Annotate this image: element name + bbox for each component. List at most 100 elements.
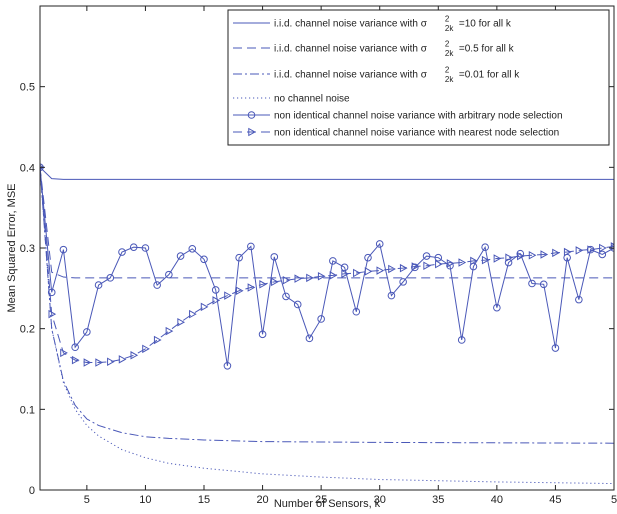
y-tick-label: 0.1 [20,404,35,416]
legend-item-4: no channel noise [233,94,350,105]
series-5-point [293,300,302,309]
plot-series [40,163,614,485]
series-6-point [399,263,408,273]
legend-item-1: i.i.d. channel noise variance with σ 22k =… [233,15,512,33]
legend-item-2: i.i.d. channel noise variance with σ 22k =… [233,40,515,58]
axis-ticks: 5 10 15 20 25 30 35 40 45 500.10.20.30.40.5 [20,6,617,506]
series-6-point [446,259,455,268]
series-6-point [317,271,326,281]
series-5-point [83,328,91,336]
series-5-point [94,281,103,289]
series-5-point [551,344,560,352]
series-5-point [434,253,443,262]
series-6-point [282,276,291,285]
series-6-point [153,335,162,345]
series-5-point [493,303,501,312]
series-6-point [130,351,139,360]
series-6-point [528,251,537,260]
y-axis-label: Mean Squared Error, MSE [6,183,18,312]
legend-label: non identical channel noise variance wit… [274,128,559,139]
legend-sub: 2k [445,24,454,33]
legend-label-tail: =0.5 for all k [459,44,515,55]
series-6-point [294,274,303,283]
legend-item-6: non identical channel noise variance wit… [233,128,559,139]
legend-label: i.i.d. channel noise variance with σ [274,19,428,30]
series-6-point [60,348,68,358]
series-6-point [493,254,502,263]
series-6-point [411,262,420,271]
series-6-point [517,251,525,261]
legend-label: non identical channel noise variance wit… [274,111,563,122]
series-6 [40,164,614,367]
x-tick-label: 45 [549,494,561,506]
y-tick-label: 0.2 [20,324,35,336]
series-5-point [258,330,267,339]
series-5-point [282,292,290,301]
series-5-point [47,288,56,297]
series-6-point [48,309,57,319]
series-5-point [375,240,384,248]
series-6-point [259,280,268,289]
series-6-point [71,355,80,365]
series-6-point [95,358,104,367]
series-5-point [329,257,337,265]
series-6-point [458,258,467,267]
y-tick-label: 0.5 [20,82,35,94]
series-6-point [271,277,279,287]
legend: i.i.d. channel noise variance with σ 22k =… [227,9,610,146]
x-tick-label: 20 [256,494,268,506]
series-5-point [141,244,150,252]
series-5-point [153,281,161,289]
series-6-point [83,358,92,367]
legend-label: i.i.d. channel noise variance with σ [274,70,428,81]
series-6-line [40,167,614,364]
series-5-point [71,343,79,352]
series-6-point [177,317,186,327]
series-5-point [59,245,68,254]
legend-label-tail: =0.01 for all k [459,70,520,81]
legend-label: i.i.d. channel noise variance with σ [274,44,428,55]
legend-marker [248,127,256,137]
series-3-line [40,167,614,444]
series-2-line [40,167,614,279]
legend-sup: 2 [445,15,450,24]
series-6-point [165,326,174,336]
series-5-point [165,270,173,279]
x-tick-label: 10 [139,494,151,506]
series-5-point [516,249,525,258]
series-5-point [399,278,407,286]
series-6-point [306,273,314,283]
series-5-point [364,253,372,262]
series-6-point [247,283,256,292]
series-5-line [40,167,614,366]
legend-label-tail: =10 for all k [459,19,512,30]
series-6-point [470,256,478,266]
x-tick-label: 5 [84,494,90,506]
series-5-point [188,245,197,253]
y-tick-label: 0.3 [20,243,35,255]
series-6-point [587,245,596,254]
legend-item-3: i.i.d. channel noise variance with σ 22k =… [233,66,520,84]
series-6-point [540,250,549,259]
legend-marker [247,111,256,119]
series-6-point [224,291,232,300]
series-6-point [107,357,115,366]
x-tick-label: 35 [432,494,444,506]
series-5-point [317,315,325,323]
series-1-line [40,166,614,180]
series-6-point [200,302,209,312]
series-6-point [610,242,614,251]
series-5-point [446,261,454,270]
series-5-point [575,295,583,304]
legend-sup: 2 [445,66,450,75]
series-4-line [40,167,614,485]
series-1 [40,166,614,180]
series-5-point [200,255,208,264]
series-3 [40,167,614,444]
series-5-point [211,286,220,294]
series-6-point [423,261,432,270]
series-5-point [106,274,115,282]
series-5-point [481,243,489,251]
series-5-point [176,252,185,260]
